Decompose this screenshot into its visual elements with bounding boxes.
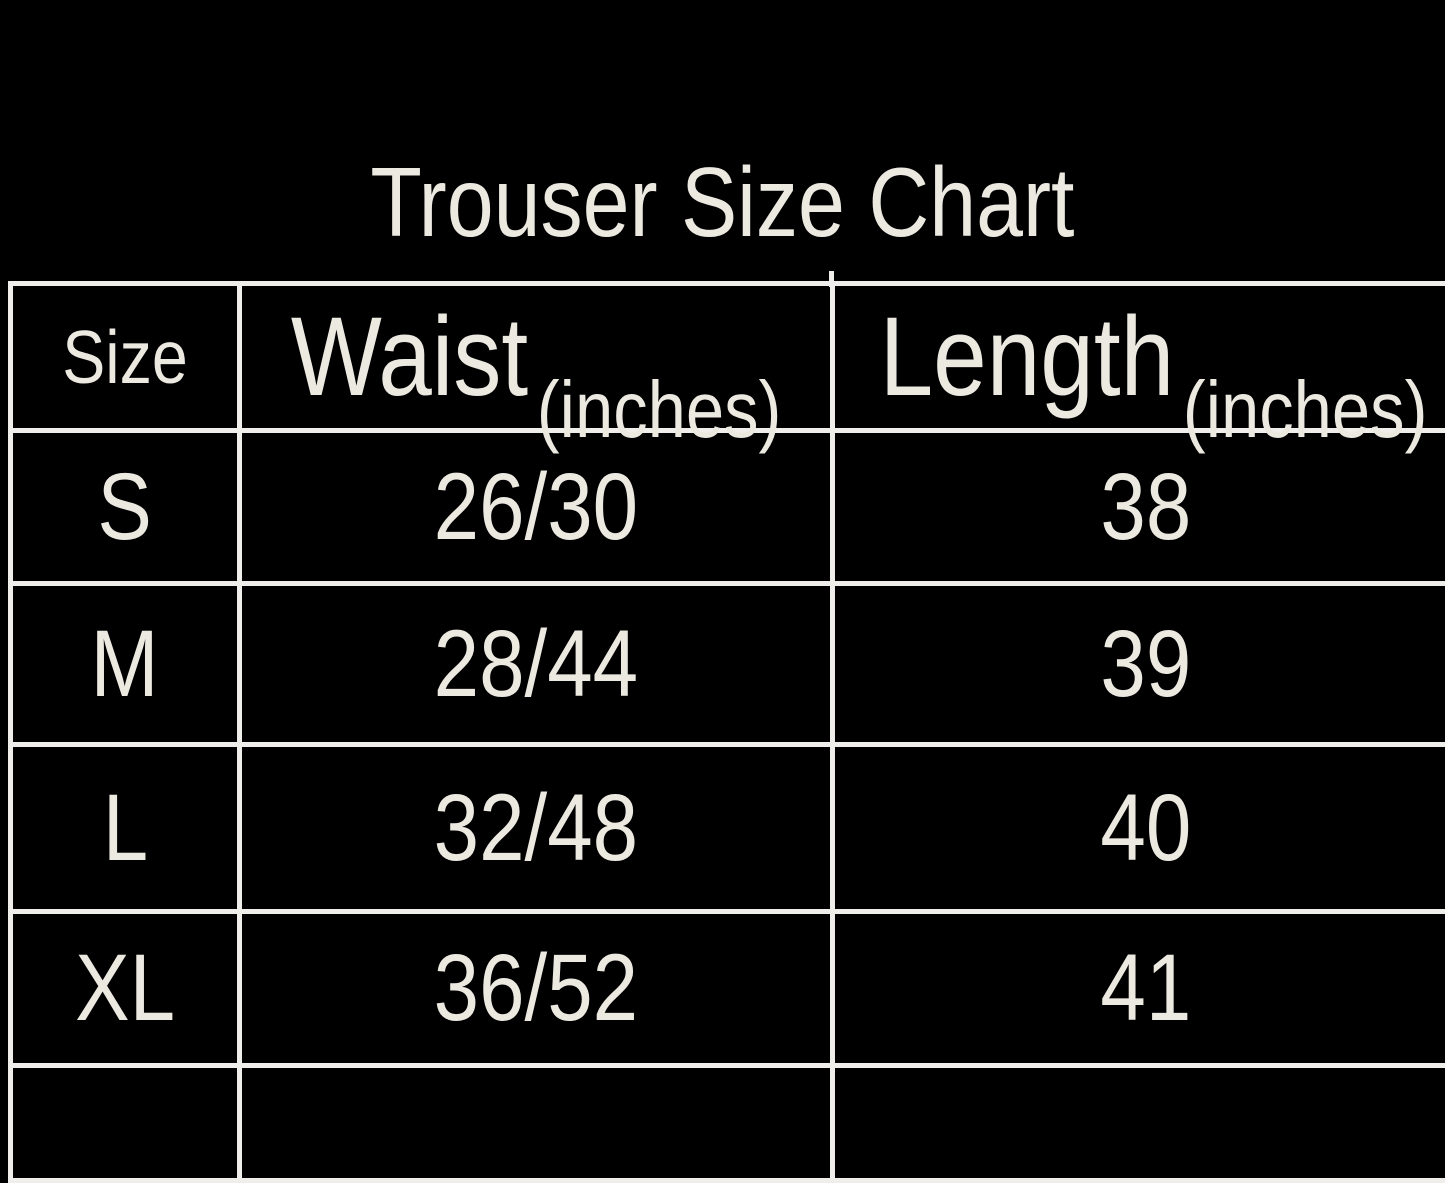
size-value: S	[98, 455, 153, 560]
length-value: 39	[1101, 612, 1192, 717]
length-value: 41	[1101, 936, 1192, 1041]
table-row: XL 36/52 41	[11, 912, 1445, 1066]
waist-cell: 32/48	[240, 745, 833, 912]
length-value: 40	[1101, 776, 1192, 881]
page-title: Trouser Size Chart	[0, 153, 1445, 253]
waist-cell: 28/44	[240, 584, 833, 745]
length-cell: 40	[833, 745, 1445, 912]
column-header-size: Size	[11, 284, 240, 431]
waist-value: 36/52	[434, 936, 638, 1041]
size-value: XL	[75, 936, 175, 1041]
page-title-text: Trouser Size Chart	[370, 153, 1074, 253]
waist-value: 28/44	[434, 612, 638, 717]
size-cell: M	[11, 584, 240, 745]
waist-header-unit: (inches)	[537, 364, 782, 456]
waist-value: 26/30	[434, 455, 638, 560]
size-cell-empty	[11, 1066, 240, 1181]
table-row-partial	[11, 1066, 1445, 1181]
size-cell: S	[11, 431, 240, 584]
size-cell: XL	[11, 912, 240, 1066]
length-header-group: Length(inches)	[880, 294, 1428, 419]
size-cell: L	[11, 745, 240, 912]
column-header-length: Length(inches)	[833, 284, 1445, 431]
size-chart-table: Size Waist(inches) Length(inches) S 26/3…	[8, 281, 1445, 1183]
waist-header-group: Waist(inches)	[291, 294, 782, 419]
waist-value: 32/48	[434, 776, 638, 881]
waist-header-label: Waist	[291, 294, 528, 419]
length-cell-empty	[833, 1066, 1445, 1181]
length-header-label: Length	[880, 294, 1175, 419]
table-row: M 28/44 39	[11, 584, 1445, 745]
header-row: Size Waist(inches) Length(inches)	[11, 284, 1445, 431]
length-cell: 39	[833, 584, 1445, 745]
column-header-waist: Waist(inches)	[240, 284, 833, 431]
waist-cell-empty	[240, 1066, 833, 1181]
length-cell: 41	[833, 912, 1445, 1066]
table-row: L 32/48 40	[11, 745, 1445, 912]
size-header-label: Size	[62, 316, 187, 399]
waist-cell: 36/52	[240, 912, 833, 1066]
size-value: M	[91, 612, 159, 717]
length-header-unit: (inches)	[1183, 364, 1428, 456]
length-value: 38	[1101, 455, 1192, 560]
size-value: L	[102, 776, 147, 881]
